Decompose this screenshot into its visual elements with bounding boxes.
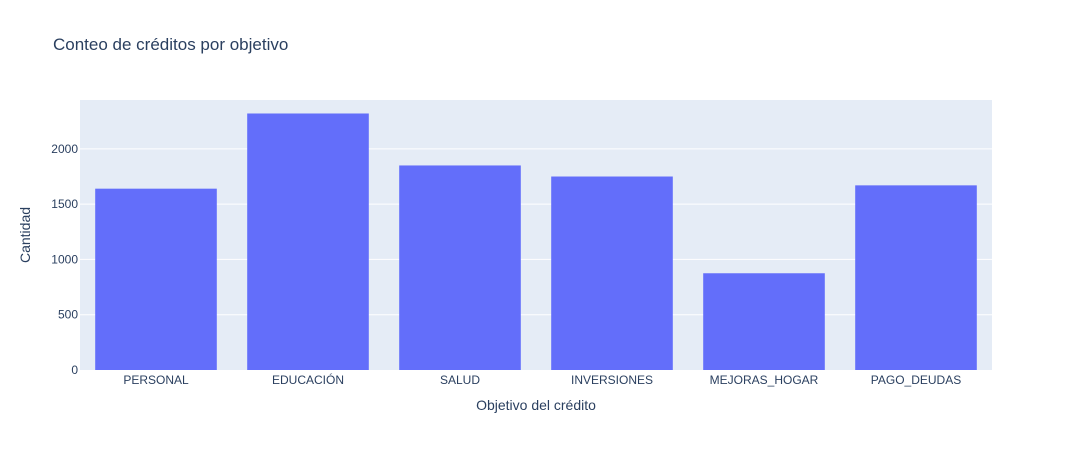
x-tick-label: INVERSIONES: [571, 373, 653, 387]
x-tick-label: MEJORAS_HOGAR: [710, 373, 819, 387]
x-tick-label: PAGO_DEUDAS: [871, 373, 961, 387]
x-axis-ticks: PERSONAL EDUCACIÓN SALUD INVERSIONES MEJORAS…: [123, 372, 961, 387]
x-tick-label: PERSONAL: [123, 373, 189, 387]
x-tick-label: EDUCACIÓN: [272, 372, 344, 387]
bar-salud[interactable]: [399, 165, 521, 370]
y-tick-label: 1000: [51, 252, 78, 266]
x-tick-label: SALUD: [440, 373, 480, 387]
x-axis-title: Objetivo del crédito: [476, 397, 596, 413]
bar-personal[interactable]: [95, 189, 217, 370]
y-axis-ticks: 0 500 1000 1500 2000: [51, 142, 78, 377]
y-tick-label: 1500: [51, 197, 78, 211]
chart-title: Conteo de créditos por objetivo: [53, 35, 288, 54]
y-tick-label: 500: [58, 308, 78, 322]
bar-pago-deudas[interactable]: [855, 185, 977, 370]
bar-educación[interactable]: [247, 113, 369, 370]
bar-inversiones[interactable]: [551, 177, 673, 370]
y-tick-label: 0: [71, 363, 78, 377]
y-axis-title: Cantidad: [17, 207, 33, 263]
y-tick-label: 2000: [51, 142, 78, 156]
bar-mejoras-hogar[interactable]: [703, 273, 825, 370]
